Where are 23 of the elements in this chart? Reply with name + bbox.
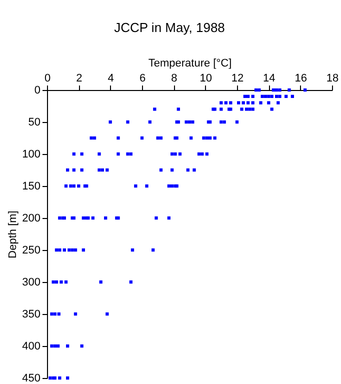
x-tick-label: 0	[44, 72, 51, 84]
x-tick-label: 18	[326, 72, 339, 84]
y-tick-label: 150	[22, 180, 40, 192]
x-tick-label: 16	[294, 72, 307, 84]
y-tick-label: 300	[22, 276, 40, 288]
x-tick-label: 12	[231, 72, 244, 84]
x-tick-label: 10	[200, 72, 212, 84]
y-tick-label: 100	[22, 148, 40, 160]
y-tick-label: 400	[22, 340, 40, 352]
y-axis-title: Depth [m]	[7, 210, 20, 258]
x-axis-title: Temperature [°C]	[148, 58, 232, 70]
y-tick-label: 350	[22, 308, 40, 320]
y-tick-label: 200	[22, 212, 40, 224]
x-tick-label: 14	[263, 72, 276, 84]
y-tick-label: 0	[34, 84, 40, 96]
y-tick-label: 250	[22, 244, 40, 256]
x-tick-label: 8	[171, 72, 178, 84]
x-tick-label: 2	[76, 72, 82, 84]
x-tick-label: 6	[139, 72, 146, 84]
y-tick-label: 450	[22, 372, 40, 384]
chart-title: JCCP in May, 1988	[114, 20, 225, 35]
y-tick-label: 50	[28, 116, 40, 128]
x-tick-label: 4	[108, 72, 114, 84]
